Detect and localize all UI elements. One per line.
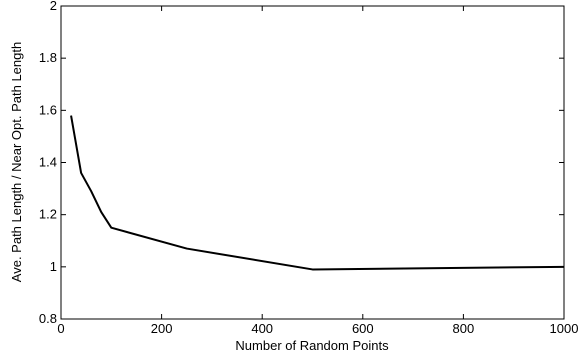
tick-labels: 0 200 400 600 800 1000 0.8 1 1.2 1.4 1.6 1.8 2 (39, 0, 579, 336)
y-tick-label-4: 1.6 (39, 102, 57, 117)
x-axis-label: Number of Random Points (235, 338, 389, 353)
x-tick-label-4: 800 (453, 321, 475, 336)
x-tick-label-2: 400 (251, 321, 273, 336)
y-tick-label-0: 0.8 (39, 311, 57, 326)
y-tick-label-1: 1 (50, 259, 57, 274)
x-tick-label-1: 200 (151, 321, 173, 336)
y-tick-label-5: 1.8 (39, 50, 57, 65)
plot-frame (60, 5, 565, 320)
x-tick-label-3: 600 (352, 321, 374, 336)
axis-ticks (60, 5, 565, 320)
y-tick-label-3: 1.4 (39, 155, 57, 170)
y-tick-label-6: 2 (50, 0, 57, 13)
y-axis-label: Ave. Path Length / Near Opt. Path Length (9, 42, 24, 282)
series-group (70, 115, 565, 271)
x-tick-label-5: 1000 (550, 321, 579, 336)
y-tick-label-2: 1.2 (39, 207, 57, 222)
series-line-0 (70, 115, 565, 271)
x-tick-label-0: 0 (57, 321, 64, 336)
